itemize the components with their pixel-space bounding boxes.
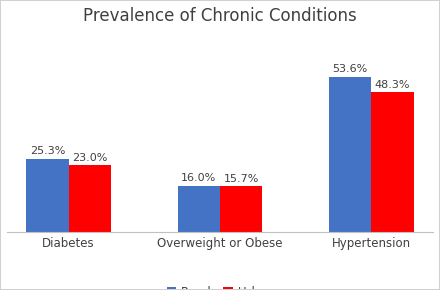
Title: Prevalence of Chronic Conditions: Prevalence of Chronic Conditions bbox=[83, 7, 357, 25]
Text: 23.0%: 23.0% bbox=[72, 153, 107, 163]
Bar bbox=[26, 159, 69, 232]
Bar bbox=[69, 165, 111, 232]
Bar bbox=[371, 92, 414, 232]
Text: 16.0%: 16.0% bbox=[181, 173, 216, 183]
Text: 15.7%: 15.7% bbox=[224, 174, 259, 184]
Text: 25.3%: 25.3% bbox=[30, 146, 65, 156]
Bar bbox=[220, 186, 262, 232]
Text: 53.6%: 53.6% bbox=[333, 64, 368, 74]
Legend: Rural, Urban: Rural, Urban bbox=[162, 281, 278, 290]
Bar bbox=[178, 186, 220, 232]
Bar bbox=[329, 77, 371, 232]
Text: 48.3%: 48.3% bbox=[375, 80, 410, 90]
